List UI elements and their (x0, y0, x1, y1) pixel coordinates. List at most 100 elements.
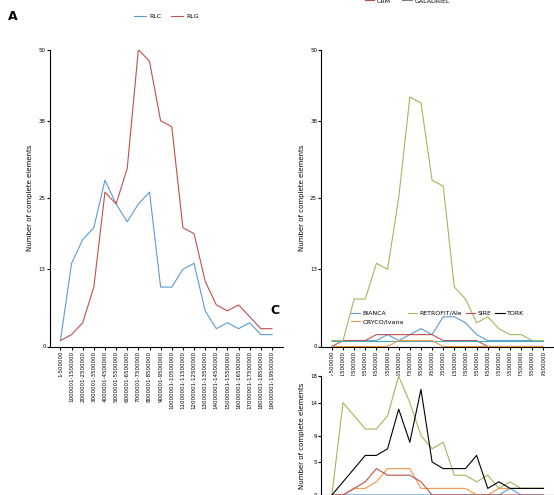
RETROFIT/Ale (484, 472, 491, 478)
CRM (496, 344, 502, 349)
DEL/Tekay (418, 100, 424, 106)
RLG (235, 302, 242, 308)
CRM (529, 344, 536, 349)
TAT (429, 338, 435, 344)
SIRE (384, 472, 391, 478)
RLC (146, 189, 153, 195)
GALADRIEL (340, 344, 346, 349)
RLG (224, 308, 231, 314)
DEL/Tekay (351, 296, 357, 302)
RLG (168, 124, 175, 130)
Line: TORK: TORK (332, 390, 543, 495)
CRM (384, 332, 391, 338)
CRM (462, 338, 469, 344)
RETROFIT/Ale (462, 472, 469, 478)
BIANCA (518, 492, 525, 495)
BIANCA (362, 492, 368, 495)
RLC (90, 225, 97, 231)
ORYCO/Ivana (484, 492, 491, 495)
REINA (518, 338, 525, 344)
BIANCA (351, 492, 357, 495)
ATHILA (396, 338, 402, 344)
Line: RLG: RLG (60, 50, 272, 341)
TAT (351, 344, 357, 349)
RETROFIT/Ale (429, 446, 435, 452)
REINA (384, 338, 391, 344)
ATHILA (518, 338, 525, 344)
ATHILA (484, 338, 491, 344)
ORYCO/Ivana (518, 486, 525, 492)
ATHILA (351, 338, 357, 344)
RLG (124, 165, 131, 171)
CRM (407, 332, 413, 338)
RLC (247, 320, 253, 326)
RETROFIT/Ale (518, 486, 525, 492)
ORYCO/Ivana (462, 486, 469, 492)
TAT (440, 344, 447, 349)
BIANCA (373, 492, 379, 495)
SIRE (407, 472, 413, 478)
TORK (451, 466, 458, 472)
REINA (329, 338, 335, 344)
REINA (540, 338, 547, 344)
GALADRIEL (362, 344, 368, 349)
Y-axis label: Number of complete elements: Number of complete elements (299, 145, 305, 251)
RETROFIT/Ale (507, 479, 514, 485)
RLC (168, 284, 175, 290)
RLC (101, 177, 108, 183)
TAT (384, 344, 391, 349)
CRM (451, 338, 458, 344)
RLG (57, 338, 64, 344)
REINA (351, 338, 357, 344)
CRM (329, 344, 335, 349)
Text: A: A (8, 10, 18, 23)
BIANCA (384, 492, 391, 495)
SIRE (529, 492, 536, 495)
ORYCO/Ivana (440, 486, 447, 492)
TORK (351, 466, 357, 472)
ATHILA (418, 326, 424, 332)
Line: ATHILA: ATHILA (332, 317, 543, 341)
REINA (473, 338, 480, 344)
RLG (90, 284, 97, 290)
REINA (373, 338, 379, 344)
SIRE (518, 492, 525, 495)
ATHILA (329, 338, 335, 344)
RLG (79, 320, 86, 326)
ORYCO/Ivana (340, 492, 346, 495)
Line: BIANCA: BIANCA (332, 489, 543, 495)
ORYCO/Ivana (473, 492, 480, 495)
ORYCO/Ivana (384, 466, 391, 472)
GALADRIEL (373, 344, 379, 349)
GALADRIEL (507, 344, 514, 349)
CRM (418, 332, 424, 338)
ORYCO/Ivana (362, 486, 368, 492)
GALADRIEL (384, 344, 391, 349)
TORK (507, 486, 514, 492)
TAT (473, 344, 480, 349)
ORYCO/Ivana (540, 486, 547, 492)
GALADRIEL (473, 344, 480, 349)
ORYCO/Ivana (407, 466, 413, 472)
DEL/Tekay (396, 195, 402, 201)
REINA (362, 338, 368, 344)
BIANCA (429, 492, 435, 495)
RETROFIT/Ale (440, 439, 447, 445)
ATHILA (462, 320, 469, 326)
CRM (340, 338, 346, 344)
RETROFIT/Ale (473, 479, 480, 485)
RLC (124, 219, 131, 225)
CRM (362, 338, 368, 344)
ORYCO/Ivana (451, 486, 458, 492)
TORK (473, 452, 480, 458)
SIRE (451, 492, 458, 495)
TAT (484, 344, 491, 349)
REINA (429, 338, 435, 344)
DEL/Tekay (440, 183, 447, 189)
RLC (57, 338, 64, 344)
SIRE (507, 492, 514, 495)
ATHILA (540, 338, 547, 344)
GALADRIEL (496, 344, 502, 349)
TAT (396, 338, 402, 344)
BIANCA (407, 492, 413, 495)
